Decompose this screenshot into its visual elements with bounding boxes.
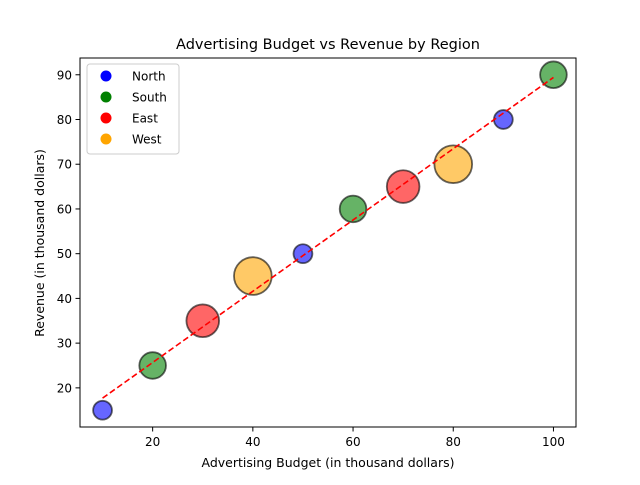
x-tick-label: 60 xyxy=(345,435,360,449)
y-tick-label: 30 xyxy=(57,337,72,351)
x-tick-label: 20 xyxy=(145,435,160,449)
legend-marker-west xyxy=(100,133,112,145)
y-tick-label: 70 xyxy=(57,158,72,172)
y-axis-label: Revenue (in thousand dollars) xyxy=(32,149,47,337)
data-point-north xyxy=(292,243,314,265)
x-axis-label: Advertising Budget (in thousand dollars) xyxy=(202,455,455,470)
chart-title: Advertising Budget vs Revenue by Region xyxy=(176,37,480,53)
data-point-south xyxy=(138,351,167,380)
y-tick-label: 20 xyxy=(57,381,72,395)
x-tick-label: 100 xyxy=(542,435,565,449)
trendline-layer xyxy=(102,76,554,399)
x-tick-label: 40 xyxy=(245,435,260,449)
data-point-west xyxy=(233,256,273,296)
plot-frame xyxy=(79,57,577,428)
legend-label-south: South xyxy=(132,91,167,105)
legend-box xyxy=(86,63,180,155)
legend-label-east: East xyxy=(132,112,158,126)
x-tick-label: 80 xyxy=(446,435,461,449)
legend-label-north: North xyxy=(132,70,166,84)
legend: North South East West xyxy=(86,63,180,155)
data-point-east xyxy=(385,169,421,204)
y-tick-label: 50 xyxy=(57,247,72,261)
data-point-south xyxy=(338,194,368,224)
data-point-east xyxy=(185,303,220,338)
data-point-north xyxy=(92,399,113,421)
legend-marker-north xyxy=(100,70,112,82)
y-tick-label: 60 xyxy=(57,202,72,216)
y-tick-label: 80 xyxy=(57,113,72,127)
legend-marker-east xyxy=(100,112,112,124)
data-point-west xyxy=(433,144,474,184)
trend-line xyxy=(102,76,554,399)
y-tick-label: 90 xyxy=(57,68,72,82)
axes: 20 40 60 80 100 20 30 40 50 60 70 80 90 xyxy=(57,57,577,449)
legend-marker-south xyxy=(100,91,112,103)
y-tick-label: 40 xyxy=(57,292,72,306)
legend-label-west: West xyxy=(132,133,162,147)
